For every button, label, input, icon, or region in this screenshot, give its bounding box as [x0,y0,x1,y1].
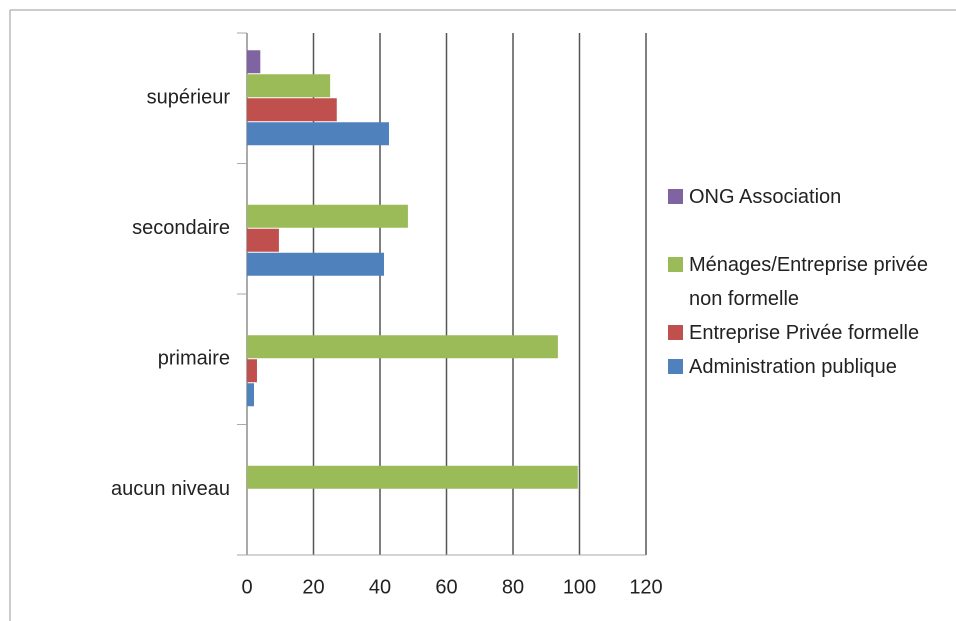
y-tick-label: secondaire [132,217,230,239]
y-tick-label: supérieur [147,87,231,109]
x-tick-label: 100 [563,576,596,598]
bar [247,465,578,489]
x-tick-label: 120 [629,576,662,598]
legend-label: ONG Association [689,186,842,208]
legend-item: ONG Association [668,180,930,214]
bar [247,359,257,383]
legend-item: Ménages/Entreprise privée non formelle [668,248,930,316]
legend-swatch [668,189,683,204]
legend-swatch [668,359,683,374]
bar [247,204,408,228]
legend-label: Entreprise Privée formelle [689,322,920,344]
bar [247,74,331,98]
x-tick-label: 40 [369,576,391,598]
bar [247,335,558,359]
legend-swatch [668,325,683,340]
y-tick-label: primaire [158,348,230,370]
bar [247,252,384,276]
y-tick-label: aucun niveau [111,478,230,500]
bar [247,122,389,146]
x-tick-label: 20 [302,576,324,598]
x-tick-label: 0 [241,576,252,598]
legend: ONG Association Ménages/Entreprise privée… [668,180,930,384]
legend-item: Entreprise Privée formelle [668,316,930,350]
bar [247,228,279,252]
x-tick-label: 60 [435,576,457,598]
legend-item: Administration publique [668,350,930,384]
legend-swatch [668,257,683,272]
bar [247,50,261,74]
x-tick-label: 80 [502,576,524,598]
legend-label: Ménages/Entreprise privée non formelle [689,254,929,310]
bar [247,383,254,407]
legend-label: Administration publique [689,356,897,378]
bar [247,98,337,122]
